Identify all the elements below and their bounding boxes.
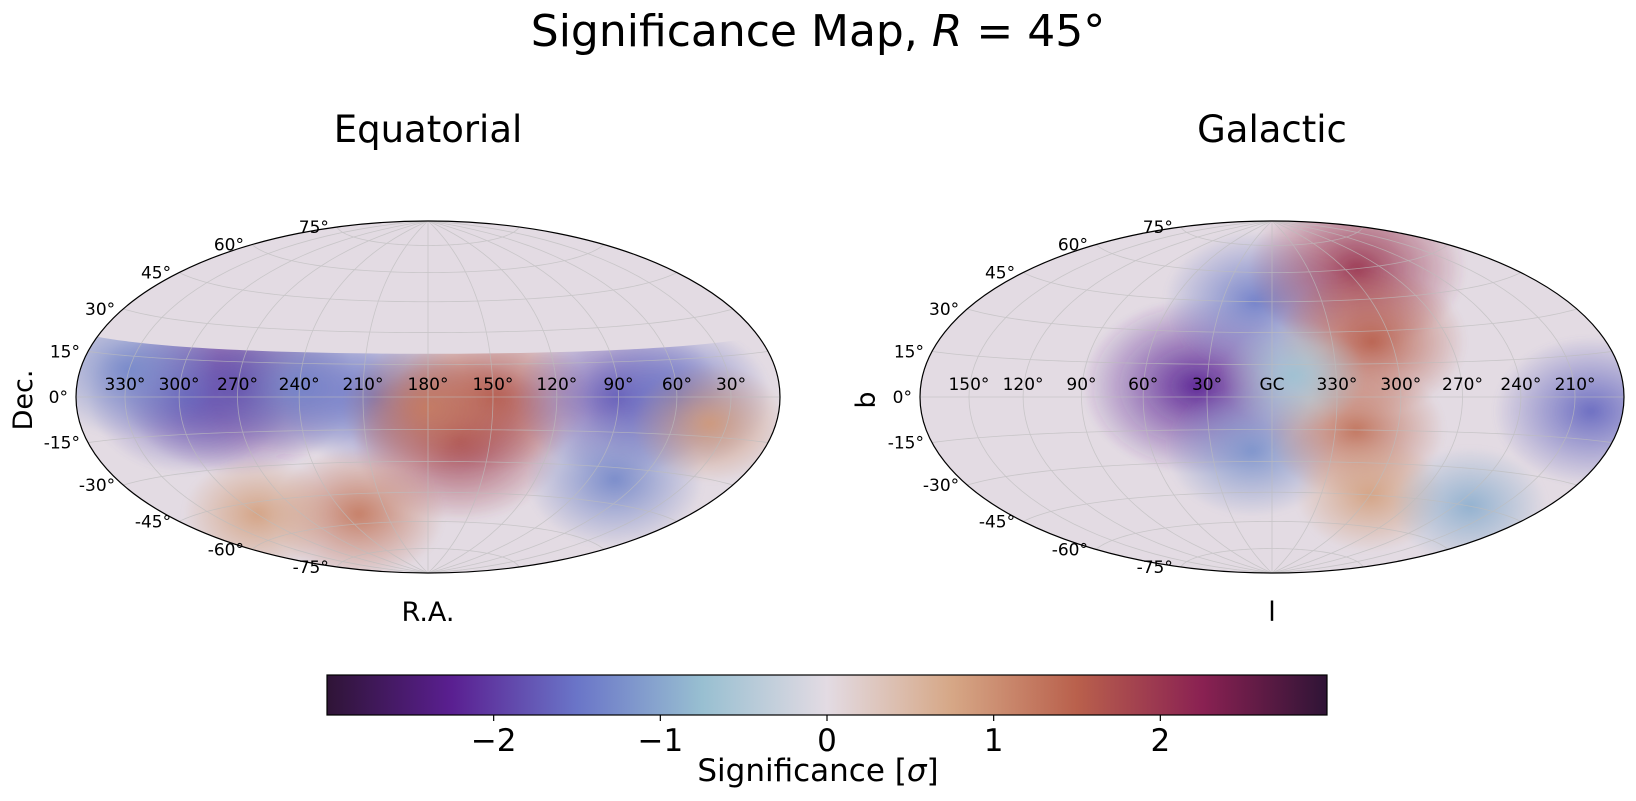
lon-tick-label: 240° (279, 375, 320, 395)
equatorial-ylabel: Dec. (8, 369, 39, 431)
colorbar-tick-label: 1 (984, 723, 1004, 759)
lat-tick-label: -75° (1137, 558, 1173, 578)
lat-tick-label: 75° (299, 218, 329, 238)
lon-tick-label: 330° (104, 375, 145, 395)
colorbar-tick-label: −2 (471, 723, 517, 759)
colorbar-gradient (326, 674, 1328, 716)
lon-grid-line (178, 221, 429, 573)
colorbar: −2 −1 0 1 2 (326, 674, 1328, 759)
lat-tick-label: 60° (1058, 236, 1088, 256)
lat-tick-label: 60° (214, 236, 244, 256)
equatorial-map-panel: 330° 300° 270° 240° 210° 180° 150° 120° 90° 60° 30… (44, 218, 781, 578)
colorbar-tick-label: 0 (817, 723, 837, 759)
lon-tick-label: 270° (217, 375, 258, 395)
lat-tick-label: 0° (49, 388, 68, 408)
lon-grid-line (1022, 221, 1273, 573)
figure-title: Significance Map, R = 45° (530, 6, 1106, 57)
lon-tick-label: 60° (662, 375, 692, 395)
lat-tick-label: -45° (979, 512, 1015, 532)
lon-grid-line (298, 221, 429, 573)
significance-blob (1221, 319, 1366, 431)
lon-tick-label: 210° (343, 375, 384, 395)
lon-tick-label: 30° (1192, 375, 1222, 395)
lon-grid-line (1206, 221, 1273, 573)
colorbar-tick-label: 2 (1150, 723, 1170, 759)
lat-tick-label: -30° (79, 476, 115, 496)
lon-tick-label: 90° (603, 375, 633, 395)
galactic-map-panel: 150° 120° 90° 60° 30° GC 330° 300° 270° 240° 210° -… (888, 218, 1625, 578)
lon-grid-line (427, 221, 494, 573)
lon-tick-label: GC (1259, 375, 1284, 395)
lat-tick-label: 0° (893, 388, 912, 408)
lon-grid-line (124, 221, 429, 573)
lat-tick-label: -75° (293, 558, 329, 578)
map-outline (919, 220, 1625, 574)
lon-grid-line (968, 221, 1273, 573)
lon-grid-line (1271, 221, 1463, 573)
lon-tick-label: 90° (1066, 375, 1096, 395)
significance-blob (631, 363, 780, 484)
lon-grid-line (1271, 221, 1338, 573)
lat-tick-label: 30° (85, 300, 115, 320)
lon-grid-line (427, 221, 678, 573)
galactic-title: Galactic (1197, 108, 1347, 151)
lon-tick-label: 60° (1128, 375, 1158, 395)
lon-tick-label: 30° (716, 375, 746, 395)
lat-tick-label: 15° (50, 342, 80, 362)
lon-tick-label: 210° (1555, 375, 1596, 395)
lon-tick-label: 120° (1003, 375, 1044, 395)
lat-tick-label: -60° (208, 540, 244, 560)
lon-tick-label: 300° (1380, 375, 1421, 395)
lon-tick-label: 150° (472, 375, 513, 395)
lat-tick-label: 30° (929, 300, 959, 320)
equatorial-xlabel: R.A. (401, 597, 455, 628)
lon-grid-line (1271, 221, 1402, 573)
lon-tick-label: 300° (159, 375, 200, 395)
galactic-xlabel: l (1268, 597, 1276, 628)
lon-grid-line (427, 221, 732, 573)
equatorial-title: Equatorial (333, 108, 523, 151)
lat-tick-label: -60° (1052, 540, 1088, 560)
lat-tick-label: 75° (1143, 218, 1173, 238)
significance-blob (1493, 335, 1624, 487)
lon-grid-line (237, 221, 429, 573)
lon-grid-line (1142, 221, 1273, 573)
lon-grid-line (362, 221, 429, 573)
lon-grid-line (427, 221, 619, 573)
map-outline (75, 220, 781, 574)
colorbar-tick-label: −1 (637, 723, 683, 759)
lat-tick-label: -45° (135, 512, 171, 532)
lon-grid-line (427, 221, 558, 573)
lon-grid-line (1081, 221, 1273, 573)
lat-tick-label: 45° (141, 264, 171, 284)
lat-tick-label: -15° (888, 434, 924, 454)
lon-tick-label: 180° (408, 375, 449, 395)
lon-tick-label: 270° (1442, 375, 1483, 395)
lon-grid-line (1271, 221, 1576, 573)
lon-tick-label: 150° (948, 375, 989, 395)
lon-tick-label: 240° (1500, 375, 1541, 395)
lat-tick-label: -30° (923, 476, 959, 496)
lon-tick-label: 120° (536, 375, 577, 395)
lon-tick-label: 330° (1316, 375, 1357, 395)
lat-tick-label: 45° (985, 264, 1015, 284)
galactic-ylabel: b (851, 391, 882, 409)
lon-grid-line (1271, 221, 1522, 573)
colorbar-label: Significance [σ] (697, 753, 939, 789)
lat-tick-label: 15° (894, 342, 924, 362)
lat-tick-label: -15° (44, 434, 80, 454)
